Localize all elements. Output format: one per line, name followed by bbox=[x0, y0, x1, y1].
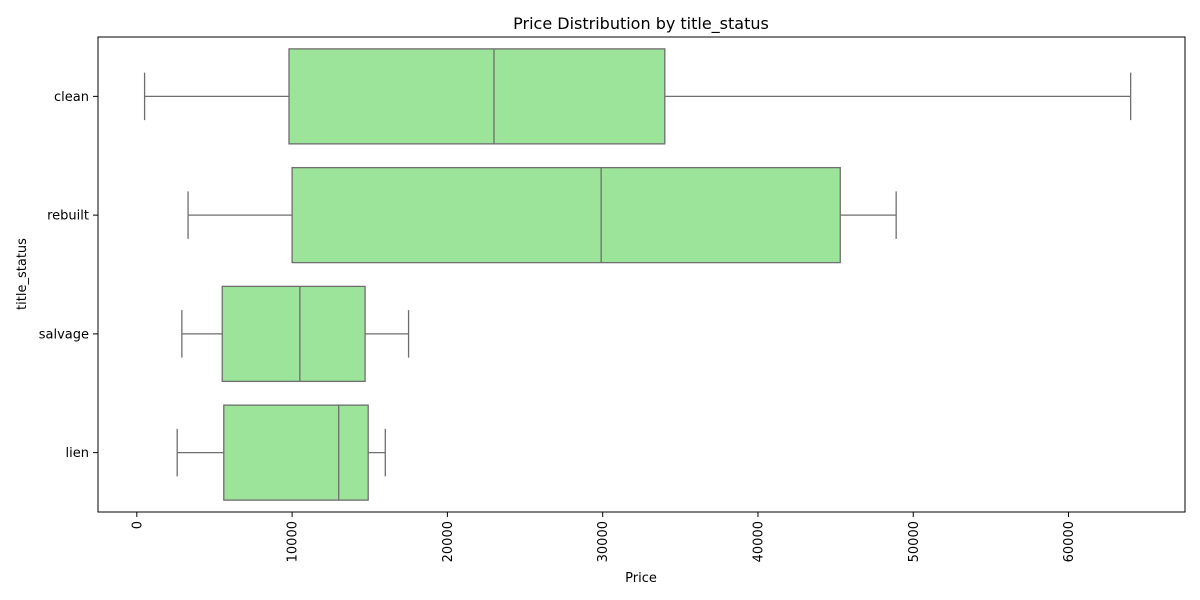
iqr-box bbox=[223, 404, 369, 501]
x-tick-label: 40000 bbox=[751, 521, 766, 562]
chart-title: Price Distribution by title_status bbox=[513, 14, 769, 34]
x-tick-label: 20000 bbox=[441, 521, 456, 562]
y-tick-label: salvage bbox=[39, 327, 89, 342]
plot-frame bbox=[97, 36, 1186, 513]
x-tick-label: 10000 bbox=[286, 521, 301, 562]
box-group-rebuilt bbox=[187, 166, 897, 264]
box-group-clean bbox=[143, 48, 1132, 145]
y-axis: clean rebuilt salvage lien bbox=[39, 90, 98, 461]
box-group-lien bbox=[176, 404, 386, 501]
x-axis-label: Price bbox=[625, 571, 657, 586]
box-group-salvage bbox=[181, 285, 410, 383]
x-tick-label: 0 bbox=[130, 521, 145, 529]
box-marks bbox=[143, 48, 1132, 501]
y-tick-label: clean bbox=[54, 90, 89, 105]
iqr-box bbox=[288, 48, 666, 145]
x-tick-label: 60000 bbox=[1062, 521, 1077, 562]
x-tick-label: 30000 bbox=[596, 521, 611, 562]
x-axis: 0 10000 20000 30000 40000 50000 60000 bbox=[130, 512, 1077, 562]
y-tick-label: lien bbox=[66, 446, 89, 461]
y-tick-label: rebuilt bbox=[47, 209, 89, 224]
iqr-box bbox=[291, 166, 841, 264]
y-axis-label: title_status bbox=[15, 238, 30, 310]
iqr-box bbox=[221, 285, 366, 383]
x-tick-label: 50000 bbox=[907, 521, 922, 562]
